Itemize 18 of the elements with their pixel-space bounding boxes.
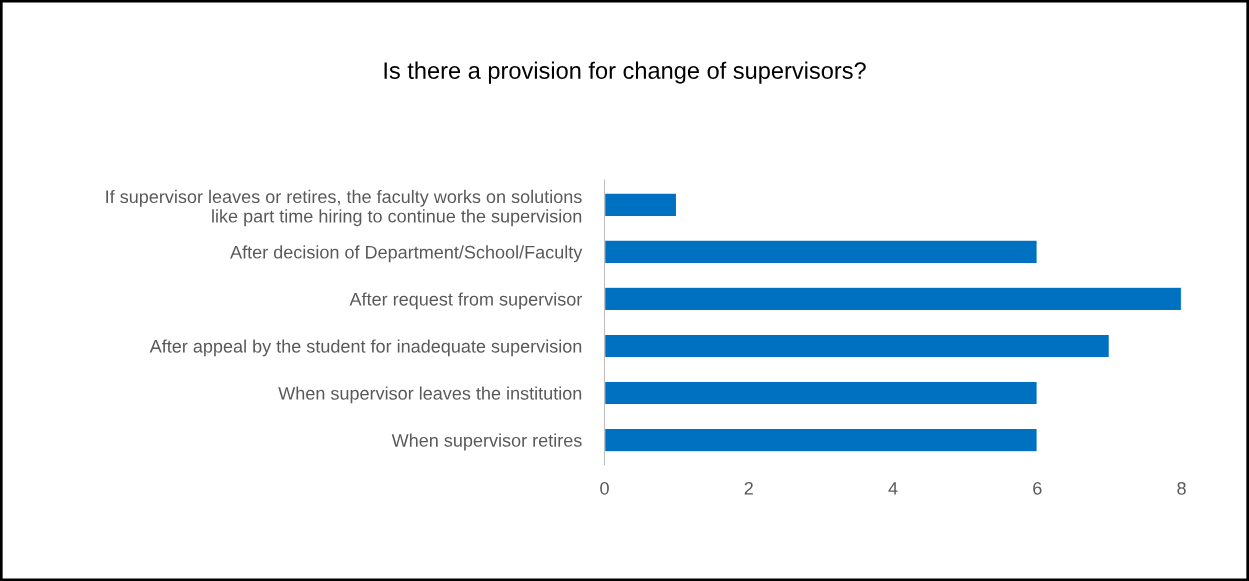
y-tick-label: After decision of Department/School/Faculty bbox=[230, 245, 583, 263]
x-tick-label: 8 bbox=[1177, 481, 1186, 495]
y-tick-label: After request from supervisor bbox=[349, 292, 583, 310]
y-tick-label: When supervisor retires bbox=[391, 433, 582, 451]
y-tick-label: If supervisor leaves or retires, the faculty works on solutions like part time hiring to continue the supervision bbox=[106, 189, 582, 227]
x-tick-label: 4 bbox=[888, 482, 898, 495]
x-tick-label: 2 bbox=[744, 481, 753, 495]
bar bbox=[604, 192, 678, 218]
y-tick-label: After appeal by the student for inadequate supervision bbox=[149, 339, 582, 357]
bar bbox=[604, 333, 1111, 359]
bar bbox=[604, 380, 1038, 406]
chart-title: Is there a provision for change of supervisors? bbox=[384, 61, 866, 84]
bar bbox=[604, 286, 1182, 312]
y-tick-label: When supervisor leaves the institution bbox=[278, 386, 582, 404]
bar bbox=[604, 239, 1038, 265]
x-tick-label: 6 bbox=[1033, 481, 1042, 495]
x-tick-label: 0 bbox=[600, 481, 609, 495]
bar bbox=[604, 427, 1038, 453]
